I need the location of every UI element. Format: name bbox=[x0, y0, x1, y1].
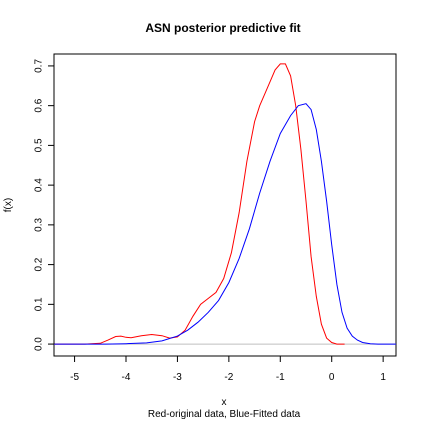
chart-title: ASN posterior predictive fit bbox=[145, 21, 300, 35]
x-tick-label: -3 bbox=[173, 372, 182, 383]
y-tick-label: 0.4 bbox=[34, 178, 45, 192]
y-axis: 0.0 0.1 0.2 0.3 0.4 0.5 0.6 0.7 bbox=[34, 59, 55, 351]
x-axis-sublabel: Red-original data, Blue-Fitted data bbox=[148, 409, 301, 420]
x-tick-label: 0 bbox=[329, 372, 335, 383]
fitted-data-density-line bbox=[54, 103, 396, 345]
original-data-density-line bbox=[54, 63, 345, 345]
y-axis-label: f(x) bbox=[3, 198, 14, 212]
y-tick-label: 0.6 bbox=[34, 98, 45, 112]
y-tick-label: 0.5 bbox=[34, 138, 45, 152]
y-tick-label: 0.2 bbox=[34, 257, 45, 271]
x-tick-label: -5 bbox=[70, 372, 79, 383]
x-tick-label: 1 bbox=[380, 372, 386, 383]
x-axis: -5 -4 -3 -2 -1 0 1 bbox=[70, 355, 386, 383]
x-tick-label: -4 bbox=[122, 372, 131, 383]
x-tick-label: -1 bbox=[276, 372, 285, 383]
x-tick-label: -2 bbox=[224, 372, 233, 383]
plot-frame bbox=[53, 53, 397, 357]
x-axis-label: x bbox=[222, 397, 227, 408]
y-tick-label: 0.1 bbox=[34, 297, 45, 311]
y-tick-label: 0.0 bbox=[34, 337, 45, 351]
y-tick-label: 0.7 bbox=[34, 59, 45, 73]
y-tick-label: 0.3 bbox=[34, 217, 45, 231]
